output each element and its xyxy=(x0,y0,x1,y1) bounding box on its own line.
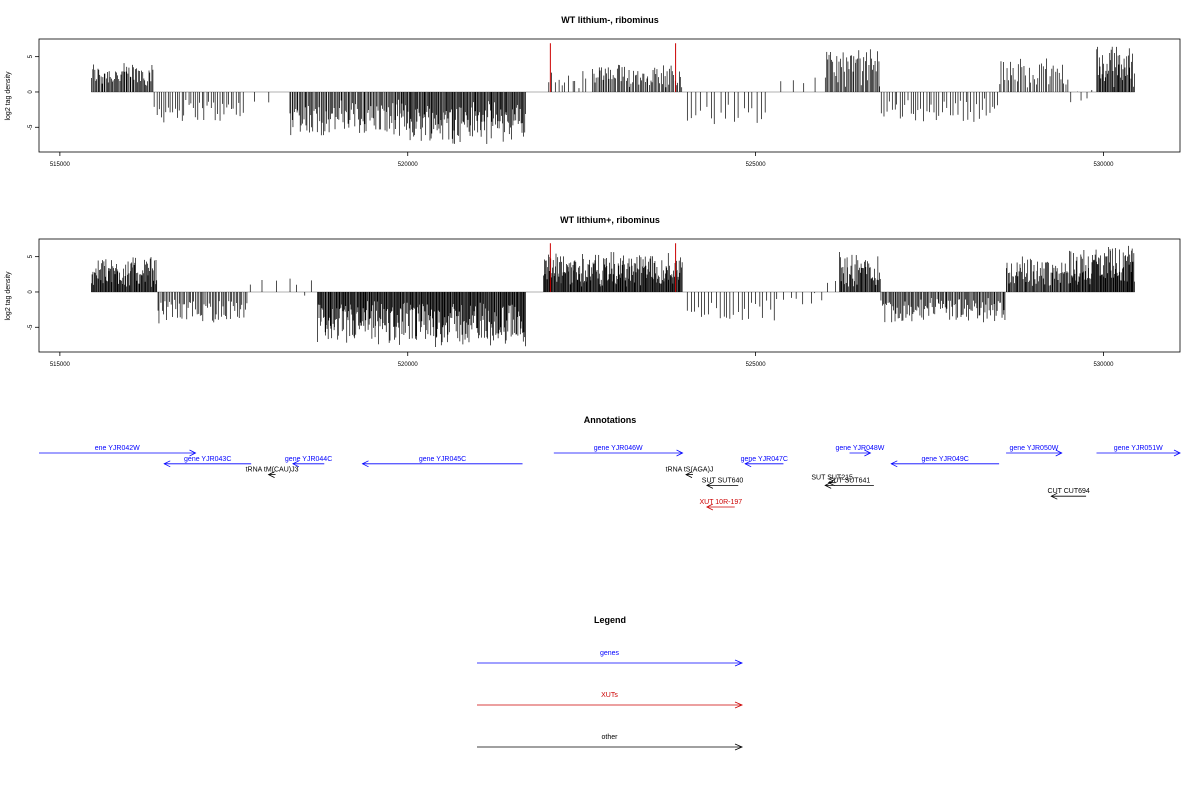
feature-arrowhead xyxy=(189,449,197,457)
feature-arrowhead xyxy=(890,460,898,468)
legend-arrowhead xyxy=(734,659,744,667)
annotation-feature: tRNA tS(AGA)J xyxy=(666,467,714,478)
y-axis-label: log2 tag density xyxy=(5,271,12,321)
feature-label: gene YJR045C xyxy=(419,456,466,463)
y-axis-label: log2 tag density xyxy=(5,71,12,121)
x-tick-label: 520000 xyxy=(398,362,419,368)
y-tick-label: -5 xyxy=(28,324,34,330)
feature-label: gene YJR050W xyxy=(1009,445,1058,452)
feature-arrowhead xyxy=(361,460,369,468)
feature-arrowhead xyxy=(706,503,714,511)
feature-label: gene YJR043C xyxy=(184,456,231,463)
annotation-feature: CUT CUT694 xyxy=(1048,488,1090,500)
annotation-feature: gene YJR049C xyxy=(890,456,1000,468)
annotations-title: Annotations xyxy=(584,415,637,425)
feature-arrowhead xyxy=(864,449,872,457)
panel-title: WT lithium+, ribominus xyxy=(560,215,660,225)
plot-frame xyxy=(38,238,1181,353)
feature-arrowhead xyxy=(676,449,684,457)
legend-title: Legend xyxy=(594,615,626,625)
legend-entry: XUTs xyxy=(477,692,744,709)
annotation-feature: XUT 10R-197 xyxy=(699,499,742,511)
x-tick-label: 530000 xyxy=(1093,162,1114,168)
density-bars xyxy=(91,43,1135,144)
feature-label: SUT SUT641 xyxy=(829,477,871,484)
feature-arrowhead xyxy=(685,471,693,478)
feature-label: gene YJR044C xyxy=(285,456,332,463)
x-axis: 515000 520000 525000 530000 xyxy=(50,152,1114,168)
feature-arrowhead xyxy=(163,460,171,468)
plot-frame xyxy=(38,38,1181,153)
annotation-feature: ene YJR042W xyxy=(39,445,197,457)
y-tick-label: 0 xyxy=(28,90,34,94)
x-tick-label: 525000 xyxy=(746,362,767,368)
legend: Legend genes XUTs other xyxy=(477,615,744,751)
x-axis: 515000 520000 525000 530000 xyxy=(50,352,1114,368)
annotations-track: Annotations ene YJR042W gene YJR043C gene … xyxy=(39,415,1181,511)
annotation-feature: SUT SUT641 xyxy=(824,477,874,489)
y-axis: 5 0 -5 xyxy=(28,54,39,130)
y-tick-label: 5 xyxy=(28,254,34,258)
legend-arrowhead xyxy=(734,701,744,709)
feature-arrowhead xyxy=(1055,449,1063,457)
annotation-feature: gene YJR045C xyxy=(361,456,523,468)
annotation-feature: gene YJR051W xyxy=(1096,445,1181,457)
annotation-feature: gene YJR047C xyxy=(741,456,788,468)
legend-entry: other xyxy=(477,734,744,751)
annotation-feature: gene YJR046W xyxy=(553,445,684,457)
feature-arrowhead xyxy=(827,479,835,487)
feature-arrowhead xyxy=(267,471,275,478)
y-axis: 5 0 -5 xyxy=(28,254,39,330)
x-tick-label: 530000 xyxy=(1093,362,1114,368)
density-bars xyxy=(91,243,1135,347)
feature-arrowhead xyxy=(1173,449,1181,457)
legend-arrowhead xyxy=(734,743,744,751)
feature-label: gene YJR048W xyxy=(836,445,885,452)
legend-label: XUTs xyxy=(601,692,618,699)
legend-label: other xyxy=(602,734,619,741)
annotation-features: ene YJR042W gene YJR043C gene YJR044C gene … xyxy=(39,445,1181,511)
feature-arrowhead xyxy=(744,460,752,468)
annotation-feature: gene YJR044C xyxy=(285,456,332,468)
annotation-feature: gene YJR050W xyxy=(1006,445,1063,457)
x-tick-label: 515000 xyxy=(50,162,71,168)
feature-label: gene YJR049C xyxy=(922,456,969,463)
x-tick-label: 520000 xyxy=(398,162,419,168)
feature-label: ene YJR042W xyxy=(95,445,140,452)
annotation-feature: SUT SUT640 xyxy=(702,477,744,489)
annotation-feature: gene YJR043C xyxy=(163,456,252,468)
annotation-feature: gene YJR048W xyxy=(836,445,885,457)
feature-arrowhead xyxy=(1050,492,1058,500)
feature-label: SUT SUT215 xyxy=(811,475,853,482)
legend-entry: genes xyxy=(477,650,744,667)
feature-label: SUT SUT640 xyxy=(702,477,744,484)
legend-entries: genes XUTs other xyxy=(477,650,744,751)
legend-label: genes xyxy=(600,650,620,657)
feature-arrowhead xyxy=(706,482,714,489)
feature-arrowhead xyxy=(824,482,832,489)
feature-label: XUT 10R-197 xyxy=(699,499,742,506)
density-panel-lithium-plus: WT lithium+, ribominus log2 tag density … xyxy=(5,215,1181,368)
density-panel-lithium-minus: WT lithium-, ribominus log2 tag density … xyxy=(5,15,1181,168)
feature-label: tRNA tM(CAU)J3 xyxy=(246,467,299,474)
x-tick-label: 515000 xyxy=(50,362,71,368)
y-tick-label: 0 xyxy=(28,290,34,294)
feature-label: gene YJR051W xyxy=(1114,445,1163,452)
y-tick-label: 5 xyxy=(28,54,34,58)
annotation-feature: tRNA tM(CAU)J3 xyxy=(246,467,299,478)
feature-label: CUT CUT694 xyxy=(1048,488,1090,495)
feature-label: gene YJR047C xyxy=(741,456,788,463)
y-tick-label: -5 xyxy=(28,124,34,130)
x-tick-label: 525000 xyxy=(746,162,767,168)
feature-arrowhead xyxy=(292,460,300,468)
panel-title: WT lithium-, ribominus xyxy=(561,15,659,25)
feature-label: gene YJR046W xyxy=(594,445,643,452)
feature-label: tRNA tS(AGA)J xyxy=(666,467,714,474)
